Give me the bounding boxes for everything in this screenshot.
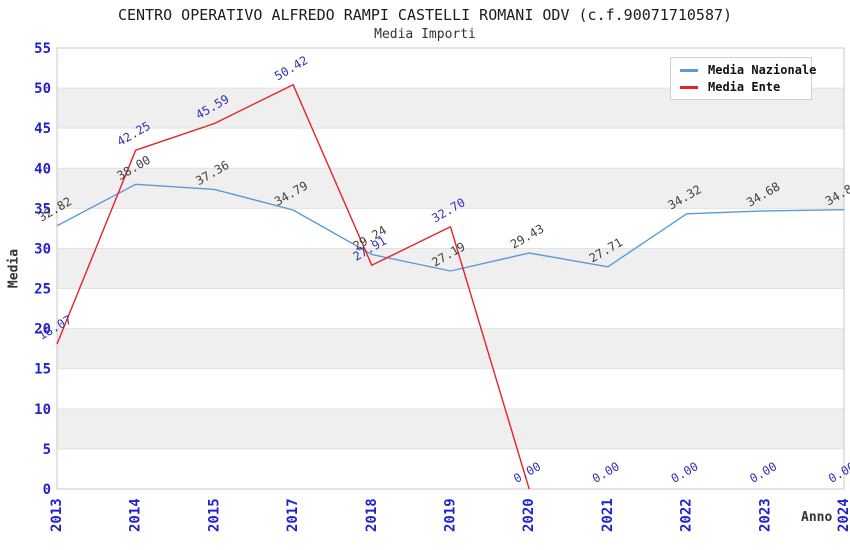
chart-subtitle: Media Importi [374,27,476,42]
media-ente-line [56,83,530,490]
legend-item-media-nazionale: Media Nazionale [671,63,816,77]
data-label-media-ente-2017: 50.42 [272,53,310,83]
media-nazionale-swatch-icon [680,68,698,72]
data-label-media-nazionale-2020: 29.43 [508,221,546,251]
y-tick-label-40: 40 [34,161,51,177]
y-tick-label-50: 50 [34,81,51,97]
plot-frame [56,47,845,490]
y-tick-label-25: 25 [34,282,51,298]
chart-title: CENTRO OPERATIVO ALFREDO RAMPI CASTELLI … [117,6,733,24]
y-axis-title: Media [6,248,22,289]
y-tick-label-35: 35 [34,201,51,217]
data-label-media-ente-2021: 0.00 [590,459,622,486]
x-tick-label-2013: 2013 [49,498,65,532]
media-nazionale-line [56,183,845,272]
x-tick-label-2022: 2022 [679,498,695,532]
legend-label: Media Nazionale [708,63,817,77]
y-tick-label-0: 0 [43,482,51,498]
grid-band [57,408,844,449]
y-tick-label-20: 20 [34,322,51,338]
y-tick-label-55: 55 [34,41,51,57]
x-tick-label-2014: 2014 [128,498,144,532]
x-axis-title: Anno [801,510,833,525]
grid-band [57,248,844,289]
y-tick-label-45: 45 [34,121,51,137]
x-tick-label-2018: 2018 [364,498,380,532]
x-tick-label-2015: 2015 [206,498,222,532]
y-tick-label-15: 15 [34,362,51,378]
legend: Media Nazionale Media Ente [670,57,816,100]
x-tick-label-2020: 2020 [521,498,537,532]
y-tick-label-10: 10 [34,402,51,418]
legend-label: Media Ente [708,80,781,94]
x-tick-label-2024: 2024 [836,498,850,532]
y-tick-label-30: 30 [34,241,51,257]
data-label-media-ente-2022: 0.00 [669,459,701,486]
legend-item-media-ente: Media Ente [671,80,811,94]
data-label-media-ente-2024: 0.00 [826,459,850,486]
y-tick-label-5: 5 [43,442,51,458]
data-label-media-ente-2023: 0.00 [747,459,779,486]
x-tick-label-2023: 2023 [757,498,773,532]
x-tick-label-2021: 2021 [600,498,616,532]
x-tick-label-2019: 2019 [443,498,459,532]
media-ente-swatch-icon [680,85,698,89]
x-tick-label-2017: 2017 [285,498,301,532]
grid-band [57,328,844,369]
